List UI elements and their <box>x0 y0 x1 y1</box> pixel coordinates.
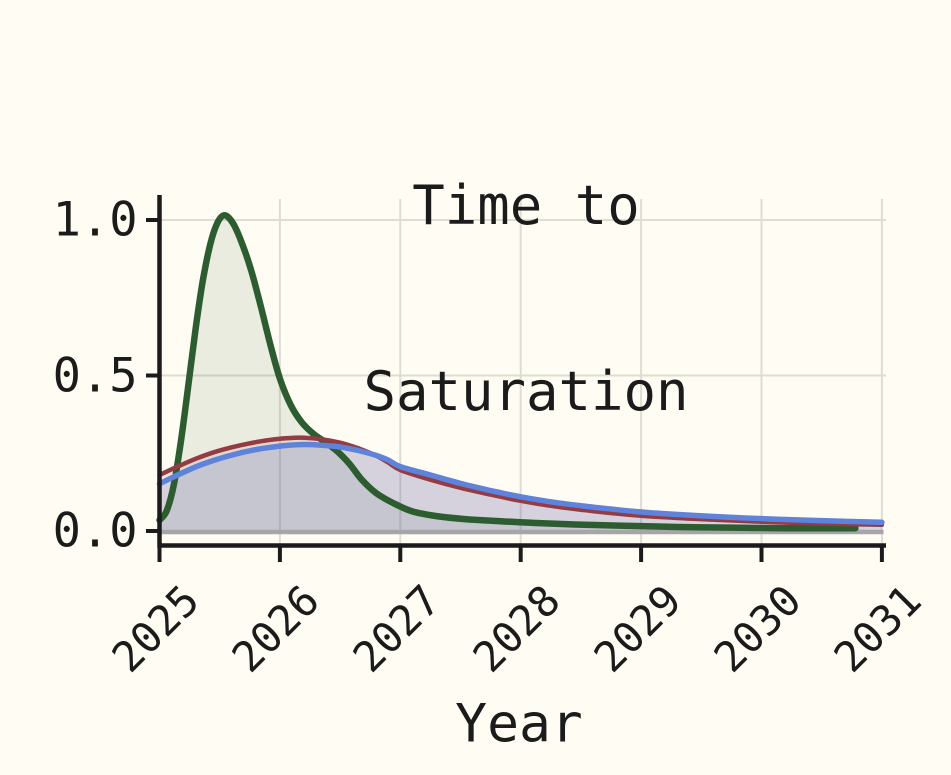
y-tick-label-1: 1.0 <box>52 192 138 248</box>
red-density-fill <box>159 437 882 533</box>
green-density-line <box>156 212 859 532</box>
chart-title: Time to Saturation <box>363 51 688 547</box>
green-density-fill <box>159 215 856 534</box>
y-tick-label-0: 0.0 <box>52 503 138 559</box>
blue-density-line <box>156 441 885 526</box>
blue-density-fill <box>159 444 882 533</box>
chart-title-line-1: Time to <box>412 174 640 237</box>
x-axis-title: Year <box>455 693 583 755</box>
y-tick-label-05: 0.5 <box>52 348 138 403</box>
chart-title-line-2: Saturation <box>363 360 689 423</box>
